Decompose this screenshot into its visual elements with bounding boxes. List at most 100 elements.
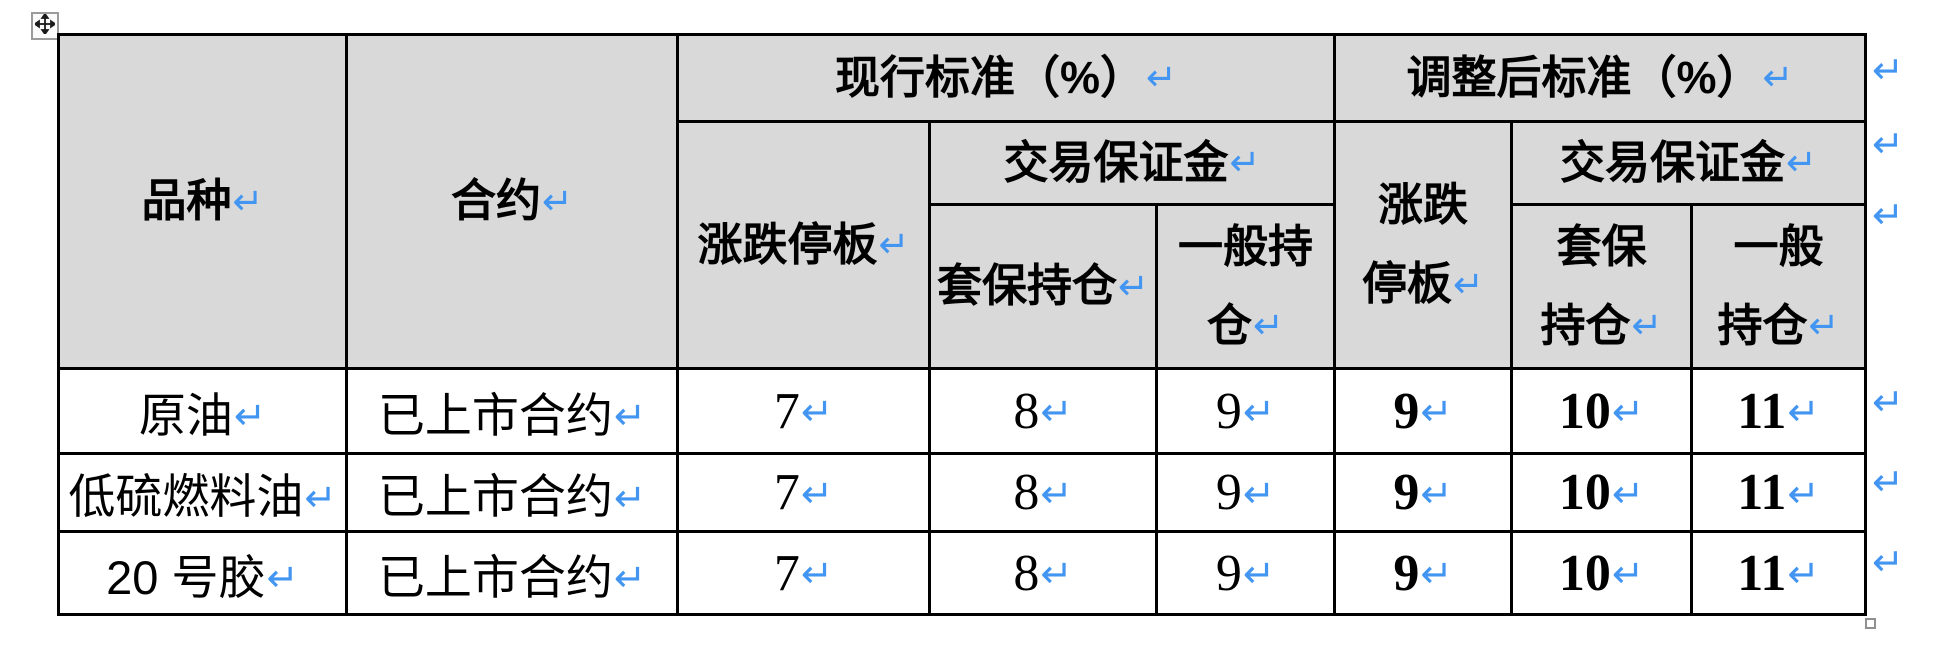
table-row-0-limit-adjusted[interactable]: 9↵ [1336,370,1513,455]
table-row-2-limit-current[interactable]: 7↵ [679,533,931,616]
header-margin-current[interactable]: 交易保证金↵ [931,123,1336,206]
header-limit-adjusted-line1: 涨跌 [1377,179,1468,231]
table-row-1-hedge-current[interactable]: 8↵ [931,455,1158,533]
cell-text: 已上市合约↵ [377,470,647,523]
paragraph-mark: ↵ [1420,471,1453,517]
paragraph-mark: ↵ [1611,471,1645,517]
table-row-0-general-adjusted[interactable]: 11↵ [1693,370,1867,455]
row-end-mark: ↵ [1872,540,1904,584]
paragraph-mark: ↵ [1253,304,1284,348]
paragraph-mark: ↵ [542,179,573,223]
paragraph-mark: ↵ [1808,304,1840,348]
paragraph-mark: ↵ [232,179,264,223]
cell-text: 9↵ [1215,382,1276,440]
paragraph-mark: ↵ [800,552,834,598]
header-group-current[interactable]: 现行标准（%）↵ [679,36,1336,123]
table-row-2-limit-adjusted[interactable]: 9↵ [1336,533,1513,616]
cell-text: 8↵ [1013,382,1073,440]
cell-text: 10↵ [1558,382,1645,440]
header-limit-adjusted[interactable]: 涨跌 停板↵ [1336,123,1513,370]
header-hedge-adjusted-line1: 套保 [1556,220,1647,272]
cell-text: 9↵ [1215,464,1276,521]
cell-text: 8↵ [1013,544,1073,602]
paragraph-mark: ↵ [1611,390,1645,436]
table-row-0-general-current[interactable]: 9↵ [1158,370,1336,455]
header-variety[interactable]: 品种↵ [60,36,348,370]
header-general-current-line1: 一般持 [1177,220,1313,272]
header-general-adjusted-line2: 持仓↵ [1717,299,1840,351]
cell-text: 已上市合约↵ [377,388,647,442]
row-end-mark: ↵ [1872,122,1904,166]
paragraph-mark: ↵ [1242,471,1276,517]
table-row-0-variety[interactable]: 原油↵ [60,370,348,455]
paragraph-mark: ↵ [613,394,647,440]
paragraph-mark: ↵ [800,390,834,436]
margin-standards-table: 品种↵ 合约↵ 现行标准（%）↵ 调整后标准（%）↵ 涨跌停板↵ 交易保证金↵ … [57,33,1867,616]
header-limit-current[interactable]: 涨跌停板↵ [679,123,931,370]
table-row-2-general-adjusted[interactable]: 11↵ [1693,533,1867,616]
header-hedge-adjusted-line2: 持仓↵ [1540,299,1663,351]
paragraph-mark: ↵ [1040,390,1073,436]
header-group-adjusted[interactable]: 调整后标准（%）↵ [1336,36,1867,123]
header-margin-adjusted[interactable]: 交易保证金↵ [1513,123,1867,206]
table-row-2-contract[interactable]: 已上市合约↵ [348,533,679,616]
header-margin-current-label: 交易保证金↵ [1003,136,1261,188]
table-row-1-general-current[interactable]: 9↵ [1158,455,1336,533]
table-row-0-contract[interactable]: 已上市合约↵ [348,370,679,455]
table-row-0-hedge-current[interactable]: 8↵ [931,370,1158,455]
cell-text: 10↵ [1558,464,1645,521]
header-general-current[interactable]: 一般持 仓↵ [1158,206,1336,370]
cell-text: 20 号胶↵ [106,550,299,604]
paragraph-mark: ↵ [1420,390,1453,436]
paragraph-mark: ↵ [800,471,834,517]
header-group-current-label: 现行标准（%）↵ [835,51,1177,103]
header-variety-label: 品种↵ [141,175,264,227]
cell-text: 9↵ [1215,544,1276,602]
header-limit-current-label: 涨跌停板↵ [697,218,910,270]
cell-text: 低硫燃料油↵ [68,470,337,523]
table-row-0-hedge-adjusted[interactable]: 10↵ [1513,370,1693,455]
row-end-mark: ↵ [1872,380,1904,424]
table-move-handle[interactable] [31,11,59,40]
paragraph-mark: ↵ [1453,262,1484,306]
cell-text: 11↵ [1737,464,1820,521]
cell-text: 9↵ [1393,464,1453,521]
table-row-0-limit-current[interactable]: 7↵ [679,370,931,455]
table-row-2-hedge-current[interactable]: 8↵ [931,533,1158,616]
header-general-adjusted[interactable]: 一般 持仓↵ [1693,206,1867,370]
move-arrows-icon [33,11,57,39]
cell-text: 11↵ [1737,382,1820,440]
table-row-1-variety[interactable]: 低硫燃料油↵ [60,455,348,533]
table-row-1-limit-current[interactable]: 7↵ [679,455,931,533]
paragraph-mark: ↵ [613,475,647,521]
table-row-2-hedge-adjusted[interactable]: 10↵ [1513,533,1693,616]
row-end-mark: ↵ [1872,193,1904,237]
paragraph-mark: ↵ [613,556,647,602]
header-hedge-adjusted[interactable]: 套保 持仓↵ [1513,206,1693,370]
header-contract[interactable]: 合约↵ [348,36,679,370]
header-hedge-current[interactable]: 套保持仓↵ [931,206,1158,370]
table-row-1-contract[interactable]: 已上市合约↵ [348,455,679,533]
table-resize-handle[interactable] [1865,618,1876,629]
cell-text: 8↵ [1013,464,1073,521]
paragraph-mark: ↵ [1146,56,1177,100]
header-group-adjusted-label: 调整后标准（%）↵ [1406,51,1794,103]
paragraph-mark: ↵ [878,223,910,267]
header-limit-adjusted-line2: 停板↵ [1362,258,1484,309]
table-row-1-hedge-adjusted[interactable]: 10↵ [1513,455,1693,533]
cell-text: 已上市合约↵ [377,550,647,604]
paragraph-mark: ↵ [1787,552,1820,598]
paragraph-mark: ↵ [1118,264,1149,308]
cell-text: 7↵ [773,544,834,602]
header-general-current-line2: 仓↵ [1207,299,1284,351]
table-row-1-general-adjusted[interactable]: 11↵ [1693,455,1867,533]
table-row-1-limit-adjusted[interactable]: 9↵ [1336,455,1513,533]
paragraph-mark: ↵ [233,394,267,440]
row-end-mark: ↵ [1872,48,1904,92]
table-row-2-general-current[interactable]: 9↵ [1158,533,1336,616]
table-row-2-variety[interactable]: 20 号胶↵ [60,533,348,616]
cell-text: 9↵ [1393,382,1453,440]
paragraph-mark: ↵ [304,475,337,521]
cell-text: 7↵ [773,464,834,521]
paragraph-mark: ↵ [1040,471,1073,517]
